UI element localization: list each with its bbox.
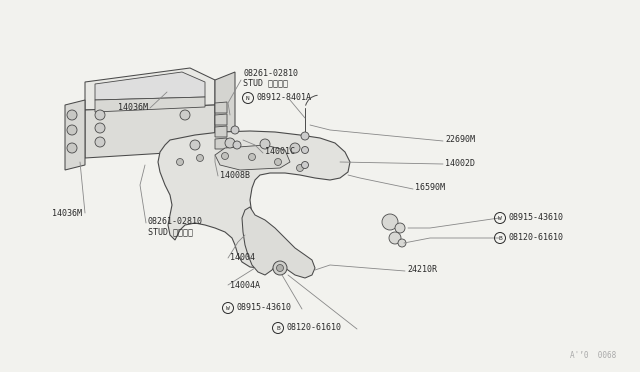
Circle shape [398,239,406,247]
Text: B: B [498,235,502,241]
Polygon shape [215,72,235,150]
Circle shape [273,261,287,275]
Text: W: W [226,305,230,311]
Polygon shape [215,145,290,170]
Circle shape [225,138,235,148]
Circle shape [221,153,228,160]
Text: 14004: 14004 [230,253,255,263]
Text: 14008B: 14008B [220,170,250,180]
Circle shape [95,110,105,120]
Text: 08120-61610: 08120-61610 [287,324,342,333]
Circle shape [196,154,204,161]
Polygon shape [95,97,205,112]
Circle shape [177,158,184,166]
Text: 08120-61610: 08120-61610 [509,234,563,243]
Circle shape [67,110,77,120]
Circle shape [180,110,190,120]
Text: W: W [498,215,502,221]
Text: STUD スタッド: STUD スタッド [243,78,288,87]
Text: 14004A: 14004A [230,280,260,289]
Text: 08915-43610: 08915-43610 [509,214,563,222]
Polygon shape [158,131,350,268]
Circle shape [248,154,255,160]
Polygon shape [85,105,215,158]
Circle shape [296,164,303,171]
Text: STUD スタッド: STUD スタッド [148,228,193,237]
Circle shape [301,147,308,154]
Circle shape [67,125,77,135]
Text: 08912-8401A: 08912-8401A [257,93,312,103]
Polygon shape [215,102,227,113]
Text: 22690M: 22690M [445,135,475,144]
Text: 24210R: 24210R [407,266,437,275]
Circle shape [395,223,405,233]
Circle shape [231,126,239,134]
Text: 14001C: 14001C [265,148,295,157]
Circle shape [275,158,282,166]
Circle shape [95,137,105,147]
Circle shape [276,264,284,272]
Polygon shape [242,207,315,278]
Text: 08261-02810: 08261-02810 [148,218,203,227]
Circle shape [260,139,270,149]
Text: 16590M: 16590M [415,183,445,192]
Text: 14036M: 14036M [118,103,148,112]
Text: 14036M: 14036M [52,208,82,218]
Polygon shape [215,138,227,149]
Polygon shape [85,68,215,110]
Circle shape [389,232,401,244]
Text: B: B [276,326,280,330]
Circle shape [67,143,77,153]
Polygon shape [65,100,85,170]
Circle shape [301,132,309,140]
Text: 08261-02810: 08261-02810 [243,68,298,77]
Text: N: N [246,96,250,100]
Circle shape [290,143,300,153]
Polygon shape [215,114,227,125]
Text: A'’0  0068: A'’0 0068 [570,350,616,359]
Circle shape [382,214,398,230]
Polygon shape [95,72,205,100]
Circle shape [190,140,200,150]
Circle shape [301,161,308,169]
Text: 08915-43610: 08915-43610 [237,304,291,312]
Circle shape [95,123,105,133]
Polygon shape [215,126,227,137]
Circle shape [233,141,241,149]
Text: 14002D: 14002D [445,158,475,167]
